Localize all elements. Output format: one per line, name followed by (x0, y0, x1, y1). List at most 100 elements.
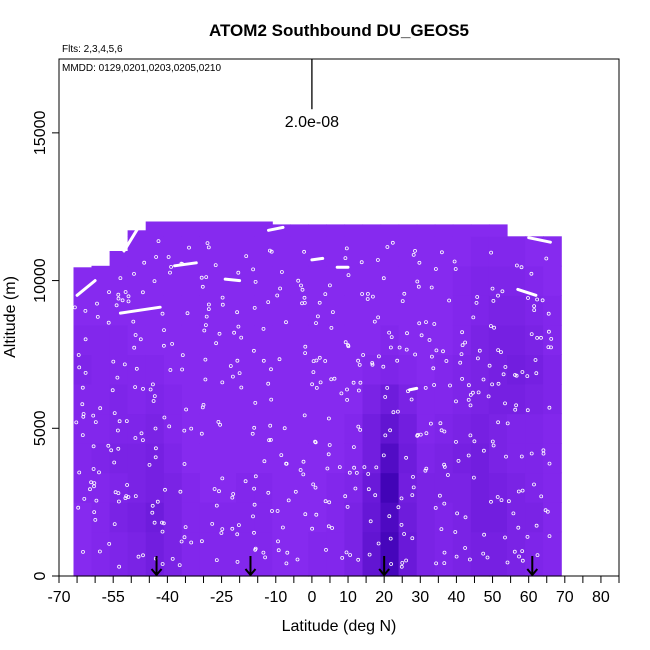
heat-cell (308, 265, 327, 296)
sample-point (399, 496, 404, 501)
sample-point (516, 489, 521, 494)
sample-point (150, 510, 155, 515)
sample-point (463, 546, 468, 550)
sample-point (142, 260, 147, 265)
sample-point (383, 433, 388, 438)
sample-point (439, 527, 444, 531)
heat-cell (163, 502, 183, 533)
sample-point (397, 345, 402, 350)
sample-point (358, 427, 363, 432)
sample-point (126, 299, 131, 304)
sample-point (404, 455, 409, 460)
sample-point (117, 499, 121, 504)
sample-point (468, 392, 473, 397)
sample-point (276, 548, 281, 553)
sample-point (266, 490, 271, 495)
heat-cell (326, 224, 346, 237)
sample-point (399, 523, 404, 527)
heat-cell (326, 236, 346, 267)
sample-point (343, 494, 348, 499)
sample-point (133, 436, 138, 440)
sample-point (348, 553, 353, 557)
sample-point (285, 550, 290, 555)
x-tick-label: 10 (339, 589, 357, 606)
heat-cell (344, 295, 364, 326)
sample-point (389, 335, 394, 340)
sample-point (314, 512, 319, 517)
heat-cell (380, 443, 400, 474)
sample-point (486, 394, 491, 399)
heat-cell (398, 236, 418, 267)
heat-cell (272, 295, 291, 326)
sample-point (280, 525, 285, 530)
heat-cell (163, 236, 183, 267)
heat-cell (109, 251, 129, 267)
heat-cell (344, 224, 364, 237)
sample-point (513, 407, 518, 412)
sample-point (491, 443, 496, 448)
sample-point (360, 292, 365, 296)
heat-cell (326, 265, 346, 296)
sample-point (424, 431, 429, 436)
heat-cell (543, 443, 562, 474)
heat-cell (199, 531, 219, 577)
heat-cell (163, 324, 183, 355)
heat-cell (507, 354, 526, 385)
latitude-arrow-head (150, 568, 163, 577)
heat-cell (91, 443, 111, 474)
heat-cell (218, 413, 237, 444)
heat-cell (181, 472, 201, 503)
sample-point (356, 358, 361, 363)
sample-point (323, 292, 328, 297)
heat-cell (525, 472, 544, 503)
y-tick-label: 15000 (32, 111, 49, 156)
sample-point (381, 364, 386, 369)
sample-point (448, 383, 452, 388)
sample-point (343, 340, 348, 345)
heat-cell (434, 502, 454, 533)
sample-point (470, 390, 475, 395)
sample-point (179, 539, 184, 544)
sample-point (503, 401, 507, 406)
heat-cell (326, 324, 346, 355)
sample-point (445, 473, 450, 477)
sample-point (347, 470, 352, 475)
sample-point (284, 561, 289, 566)
heat-cell (109, 502, 129, 533)
heat-cell (525, 502, 544, 533)
sample-point (315, 314, 320, 319)
sample-point (200, 284, 205, 289)
y-tick-label: 0 (32, 571, 49, 580)
heat-cell (181, 236, 201, 267)
sample-point (532, 304, 536, 309)
heat-cell (236, 265, 255, 296)
flight-track (267, 225, 285, 232)
sample-point (354, 470, 359, 475)
heat-cell (398, 472, 418, 503)
heat-cell (470, 472, 490, 503)
heat-cell (218, 221, 237, 237)
heat-cell (416, 295, 436, 326)
sample-point (236, 324, 241, 329)
heat-cell (73, 384, 93, 415)
y-axis-label: Altitude (m) (2, 276, 19, 358)
heat-cell (272, 413, 291, 444)
sample-point (402, 532, 407, 536)
sample-point (310, 526, 315, 531)
sample-point (293, 489, 298, 494)
heat-cell (416, 531, 436, 577)
sample-point (92, 484, 96, 489)
sample-point (496, 420, 501, 425)
heat-cell (416, 413, 436, 444)
sample-point (433, 267, 438, 271)
sample-point (471, 315, 476, 320)
heat-cell (452, 384, 472, 415)
sample-point (167, 424, 172, 429)
sample-point (476, 390, 481, 395)
heat-cell (254, 324, 273, 355)
sample-point (505, 421, 510, 426)
sample-point (252, 425, 257, 430)
heat-cell (109, 531, 129, 577)
heat-cell (145, 324, 165, 355)
heat-cell (380, 472, 400, 503)
